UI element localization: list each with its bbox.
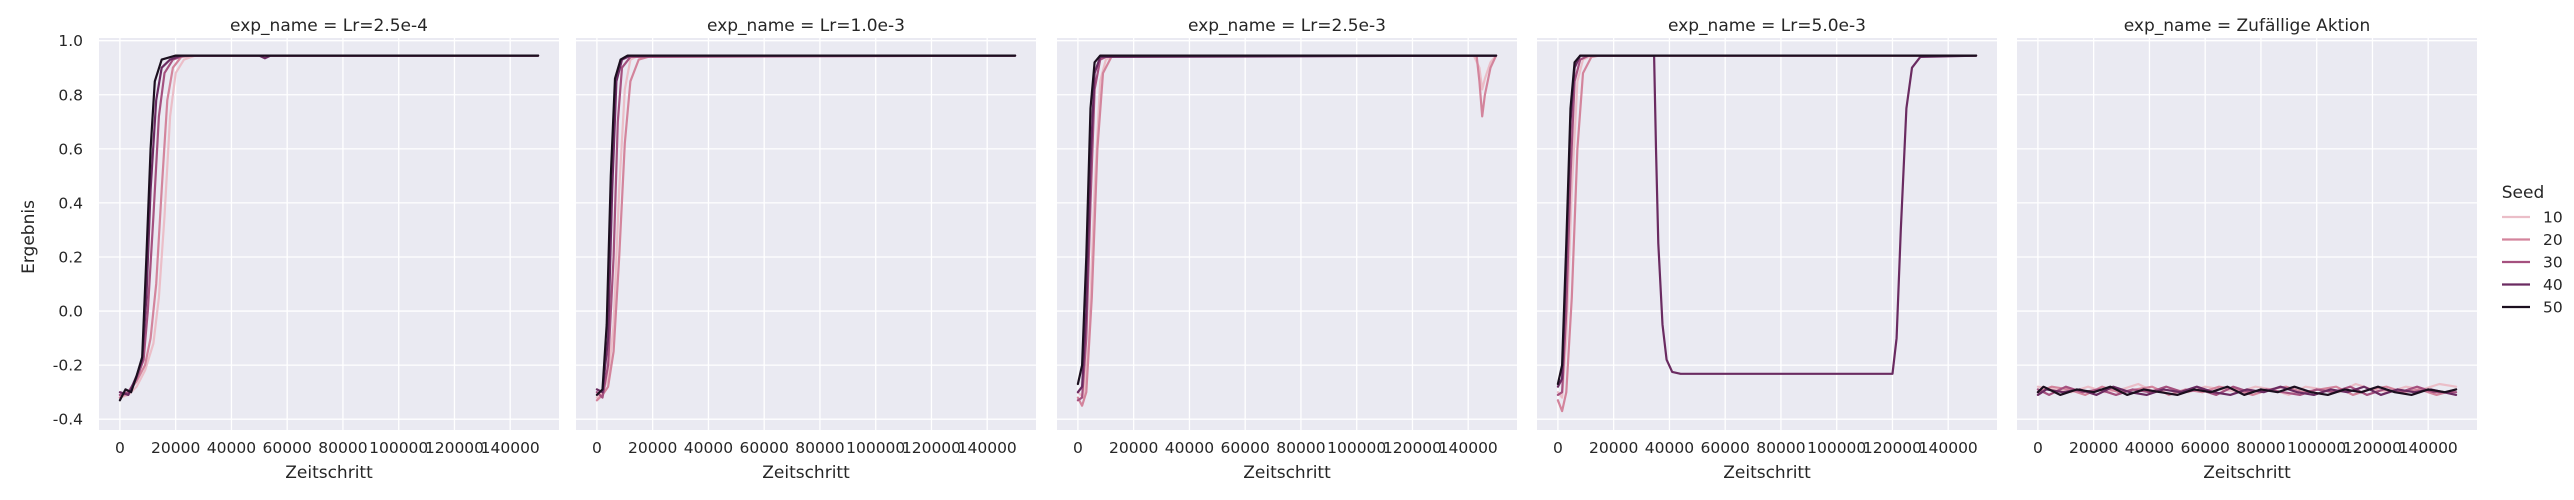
y-tick-label: 0.2 (58, 248, 83, 266)
x-axis-label: Zeitschritt (285, 463, 373, 483)
panel: exp_name = Lr=2.5e-4 0 20000 40000 60000 8000… (53, 16, 559, 483)
x-tick-label: 80000 (1756, 439, 1805, 457)
x-tick-label: 100000 (1807, 439, 1866, 457)
panel: exp_name = Lr=2.5e-3 0 20000 40000 60000 8000… (1057, 16, 1517, 483)
x-tick-label: 60000 (263, 439, 312, 457)
x-tick-label: 100000 (846, 439, 905, 457)
y-tick-label: 0.8 (58, 86, 83, 104)
y-tick-label: 0.4 (58, 194, 83, 212)
x-axis-label: Zeitschritt (1723, 463, 1811, 483)
x-tick-label: 120000 (425, 439, 484, 457)
panel: exp_name = Lr=1.0e-3 0 20000 40000 60000 8000… (576, 16, 1036, 483)
x-tick-label: 80000 (318, 439, 367, 457)
series-line (1556, 54, 1978, 386)
x-tick-label: 100000 (1327, 439, 1386, 457)
x-tick-label: 140000 (958, 439, 1017, 457)
x-tick-label: 120000 (902, 439, 961, 457)
x-tick-label: 120000 (1383, 439, 1442, 457)
x-tick-label: 100000 (2287, 439, 2346, 457)
legend-label: 10 (2543, 209, 2563, 227)
x-tick-label: 0 (1073, 439, 1083, 457)
x-axis-label: Zeitschritt (2203, 463, 2291, 483)
y-tick-label: 0.0 (58, 303, 83, 321)
x-tick-label: 140000 (1439, 439, 1498, 457)
legend-label: 40 (2543, 276, 2563, 294)
x-tick-label: 20000 (2069, 439, 2118, 457)
x-tick-label: 40000 (1645, 439, 1694, 457)
panel-title: exp_name = Lr=1.0e-3 (707, 16, 905, 36)
series-line (2036, 385, 2458, 396)
panel-background (1537, 38, 1997, 430)
x-tick-label: 40000 (207, 439, 256, 457)
x-tick-label: 0 (2033, 439, 2043, 457)
legend-label: 30 (2543, 254, 2563, 272)
x-tick-label: 100000 (369, 439, 428, 457)
x-tick-label: 60000 (740, 439, 789, 457)
x-tick-label: 20000 (1109, 439, 1158, 457)
y-tick-label: -0.2 (53, 357, 83, 375)
x-tick-label: 80000 (2236, 439, 2285, 457)
panels: exp_name = Lr=2.5e-4 0 20000 40000 60000 8000… (53, 16, 2477, 483)
x-tick-label: 60000 (1701, 439, 1750, 457)
panel-title: exp_name = Lr=2.5e-4 (230, 16, 428, 36)
x-tick-label: 0 (1553, 439, 1563, 457)
series-line (595, 54, 1017, 396)
x-tick-label: 120000 (1863, 439, 1922, 457)
series-line (118, 54, 540, 402)
panel-title: exp_name = Zufällige Aktion (2124, 16, 2370, 36)
panel: exp_name = Zufällige Aktion 0 20000 40000 60… (2017, 16, 2477, 483)
panel-title: exp_name = Lr=5.0e-3 (1668, 16, 1866, 36)
x-tick-label: 80000 (795, 439, 844, 457)
y-axis-label: Ergebnis (19, 200, 39, 274)
y-tick-label: 0.6 (58, 140, 83, 158)
x-tick-label: 20000 (1589, 439, 1638, 457)
panel-background (576, 38, 1036, 430)
x-tick-label: 40000 (1165, 439, 1214, 457)
x-tick-label: 0 (592, 439, 602, 457)
x-tick-label: 40000 (684, 439, 733, 457)
panel: exp_name = Lr=5.0e-3 0 20000 40000 60000 8000… (1537, 16, 1997, 483)
x-tick-label: 40000 (2125, 439, 2174, 457)
x-tick-label: 140000 (2399, 439, 2458, 457)
x-tick-label: 60000 (1221, 439, 1270, 457)
x-axis-label: Zeitschritt (762, 463, 850, 483)
x-tick-label: 80000 (1276, 439, 1325, 457)
x-axis-label: Zeitschritt (1243, 463, 1331, 483)
x-tick-label: 0 (115, 439, 125, 457)
x-tick-label: 140000 (1919, 439, 1978, 457)
y-tick-label: 1.0 (58, 32, 83, 50)
x-tick-label: 20000 (151, 439, 200, 457)
panel-background (2017, 38, 2477, 430)
x-tick-label: 140000 (481, 439, 540, 457)
legend-label: 50 (2543, 299, 2563, 317)
legend-title: Seed (2502, 183, 2545, 203)
series-line (118, 54, 540, 399)
x-tick-label: 60000 (2181, 439, 2230, 457)
x-tick-label: 120000 (2343, 439, 2402, 457)
legend-label: 20 (2543, 231, 2563, 249)
legend: Seed 10 20 30 40 50 (2502, 183, 2563, 317)
series-line (1076, 54, 1498, 386)
panel-title: exp_name = Lr=2.5e-3 (1188, 16, 1386, 36)
y-tick-label: -0.4 (53, 411, 83, 429)
panel-background (1057, 38, 1517, 430)
x-tick-label: 20000 (628, 439, 677, 457)
